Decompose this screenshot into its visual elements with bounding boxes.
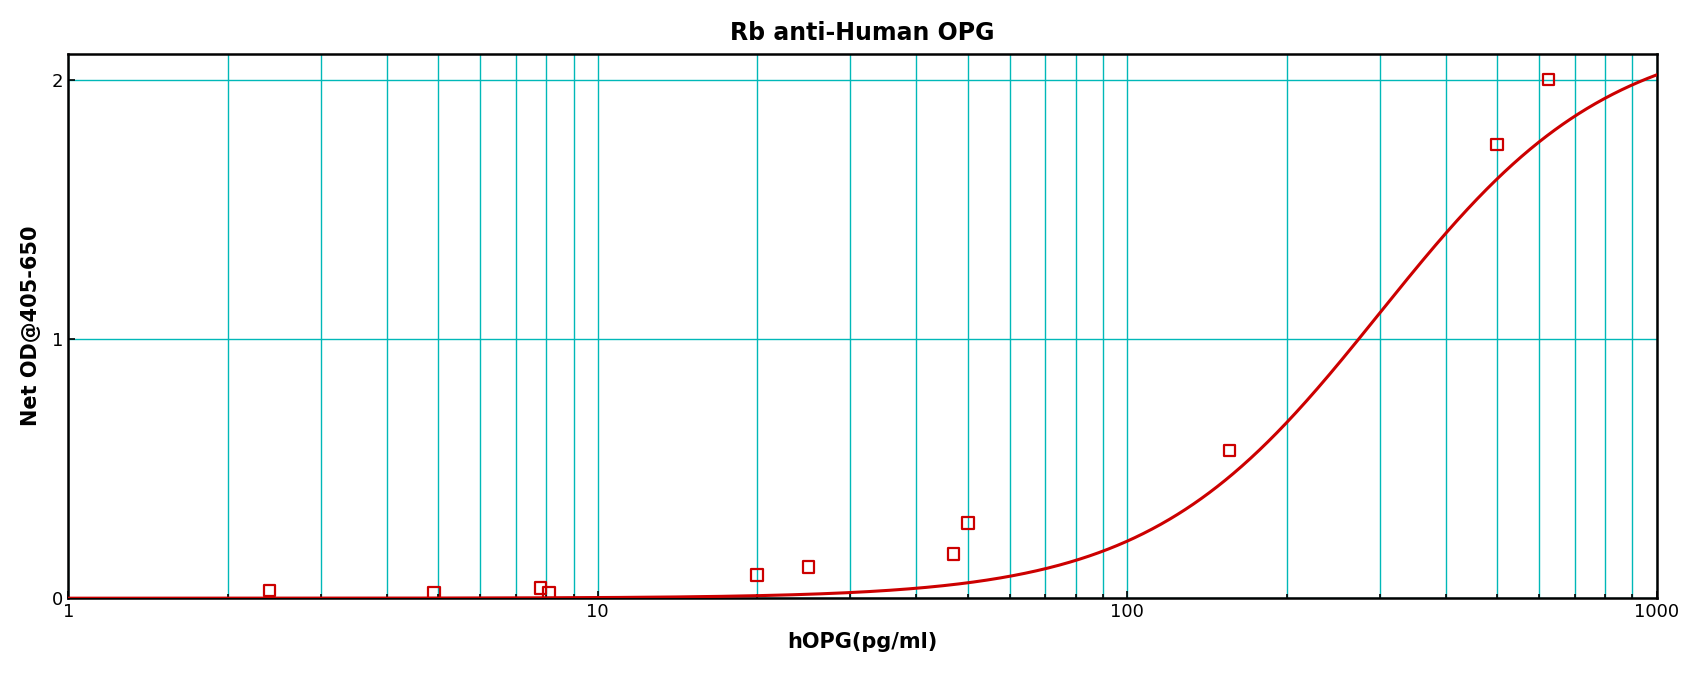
- Point: [954, 518, 981, 528]
- Point: [1216, 445, 1243, 456]
- Point: [527, 582, 554, 593]
- Point: [1484, 139, 1511, 150]
- Y-axis label: Net OD@405-650: Net OD@405-650: [20, 225, 41, 426]
- Point: [1535, 74, 1562, 85]
- Point: [796, 562, 823, 573]
- Point: [420, 588, 447, 598]
- Point: [743, 569, 770, 580]
- Point: [536, 588, 563, 598]
- Point: [940, 548, 967, 559]
- Title: Rb anti-Human OPG: Rb anti-Human OPG: [731, 21, 994, 45]
- X-axis label: hOPG(pg/ml): hOPG(pg/ml): [787, 632, 938, 652]
- Point: [257, 585, 284, 596]
